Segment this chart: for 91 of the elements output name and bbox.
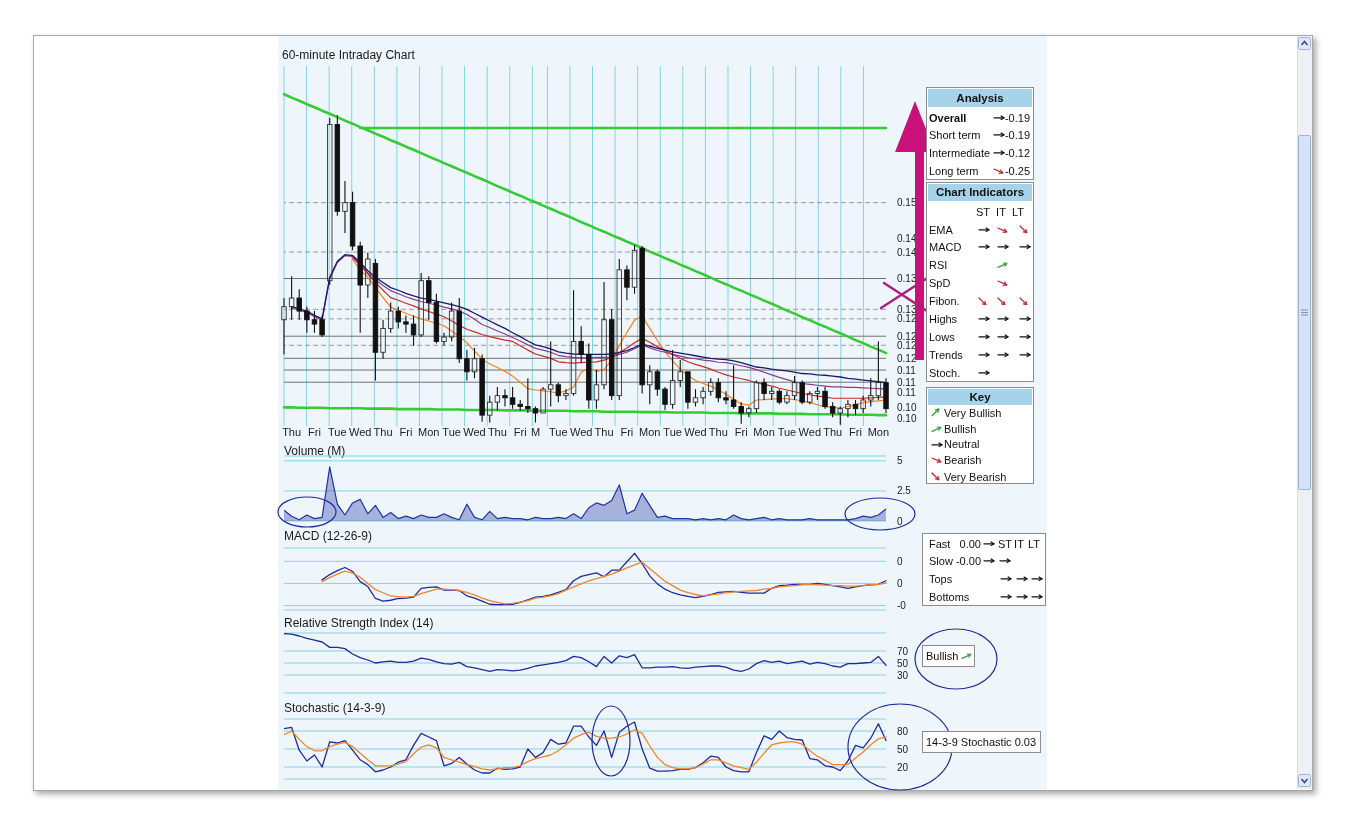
y-tick-label: 0.10 xyxy=(897,401,917,413)
x-tick-label: Fri xyxy=(308,425,321,438)
text: Highs xyxy=(929,311,958,326)
y-tick-label: 0.12 xyxy=(897,352,917,364)
text: RSI xyxy=(929,258,948,272)
y-tick-label: 0 xyxy=(897,577,903,589)
y-tick-label: 0.14 xyxy=(897,246,917,258)
x-tick-label: Mon xyxy=(867,425,890,438)
text: LT xyxy=(1027,536,1041,551)
x-tick-label: Wed xyxy=(463,425,486,438)
x-tick-label: Fri xyxy=(734,425,748,438)
text: Bearish xyxy=(944,453,982,467)
x-tick-label: M xyxy=(530,425,541,438)
x-tick-label: Fri xyxy=(399,425,413,438)
text: Stoch. xyxy=(929,365,961,380)
text: Bullish xyxy=(926,649,959,663)
y-tick-label: 0.14 xyxy=(897,233,917,245)
chart-title: Relative Strength Index (14) xyxy=(284,616,434,630)
text: EMA xyxy=(929,222,953,237)
text: Key xyxy=(928,389,1032,405)
text: LT xyxy=(1011,205,1025,219)
text: Lows xyxy=(929,329,955,344)
x-tick-label: Tue xyxy=(549,425,568,438)
y-tick-label: 0.11 xyxy=(897,376,917,388)
x-tick-label: Fri xyxy=(849,425,862,438)
text: Very Bullish xyxy=(944,405,1002,420)
text: Neutral xyxy=(944,437,980,452)
text: ST xyxy=(997,536,1013,551)
text: 0.00 xyxy=(959,536,981,551)
x-tick-label: Mon xyxy=(753,425,775,438)
y-tick-label: 2.5 xyxy=(897,485,912,497)
y-tick-label: 50 xyxy=(897,657,909,669)
y-tick-label: 50 xyxy=(897,743,909,755)
text: -0.19 xyxy=(1004,110,1030,125)
y-tick-label: 0.11 xyxy=(897,387,917,399)
text: -0.25 xyxy=(1004,164,1030,178)
text: Very Bearish xyxy=(944,469,1007,484)
text: 14-3-9 Stochastic 0.03 xyxy=(926,735,1037,749)
x-tick-label: Fri xyxy=(620,425,634,438)
x-tick-label: Thu xyxy=(708,425,728,438)
chart-title: Stochastic (14-3-9) xyxy=(284,701,386,715)
x-tick-label: Tue xyxy=(328,425,347,438)
text: Chart Indicators xyxy=(928,184,1032,201)
text: MACD xyxy=(929,240,962,254)
chart-title: 60-minute Intraday Chart xyxy=(282,48,415,62)
x-tick-label: Thu xyxy=(594,425,614,438)
text: -0.19 xyxy=(1004,128,1030,142)
text: IT xyxy=(996,205,1006,219)
x-tick-label: Wed xyxy=(569,425,593,438)
text: -0.12 xyxy=(1004,146,1030,160)
y-tick-label: -0 xyxy=(897,600,907,612)
text: Intermediate xyxy=(929,146,991,160)
y-tick-label: 0.11 xyxy=(897,364,917,376)
text: Bottoms xyxy=(929,590,970,604)
text: ST xyxy=(975,205,991,219)
x-tick-label: Fri xyxy=(513,425,527,438)
x-tick-label: Tue xyxy=(663,425,682,438)
x-tick-label: Tue xyxy=(777,425,797,438)
text: Analysis xyxy=(928,89,1032,107)
x-tick-label: Wed xyxy=(684,425,707,438)
text: Short term xyxy=(929,128,981,142)
x-tick-label: Wed xyxy=(798,425,822,438)
y-tick-label: 70 xyxy=(897,645,909,657)
chart-title: Volume (M) xyxy=(284,444,346,458)
x-tick-label: Wed xyxy=(348,425,372,438)
text: Long term xyxy=(929,164,979,178)
x-tick-label: Thu xyxy=(823,425,843,438)
y-tick-label: 5 xyxy=(897,455,903,467)
y-tick-label: 80 xyxy=(897,725,909,737)
x-tick-label: Thu xyxy=(487,425,507,438)
x-tick-label: Tue xyxy=(442,425,461,438)
text: Bullish xyxy=(944,421,977,436)
text: Overall xyxy=(929,110,967,125)
y-tick-label: 30 xyxy=(897,669,909,681)
y-tick-label: 0 xyxy=(897,515,903,527)
x-tick-label: Thu xyxy=(282,425,302,438)
text: Fibon. xyxy=(929,294,960,308)
x-tick-label: Mon xyxy=(418,425,440,438)
text: Tops xyxy=(929,572,953,586)
x-tick-label: Mon xyxy=(639,425,661,438)
text: -0.00 xyxy=(955,554,981,568)
y-tick-label: 0.10 xyxy=(897,413,917,425)
y-tick-label: 20 xyxy=(897,761,909,773)
text: Fast xyxy=(929,536,951,551)
chart-title: MACD (12-26-9) xyxy=(284,529,373,543)
text: Slow xyxy=(929,554,953,568)
y-tick-label: 0 xyxy=(897,555,903,567)
x-tick-label: Thu xyxy=(373,425,393,438)
text: SpD xyxy=(929,276,951,290)
text: Trends xyxy=(929,348,963,362)
text: IT xyxy=(1014,536,1024,551)
